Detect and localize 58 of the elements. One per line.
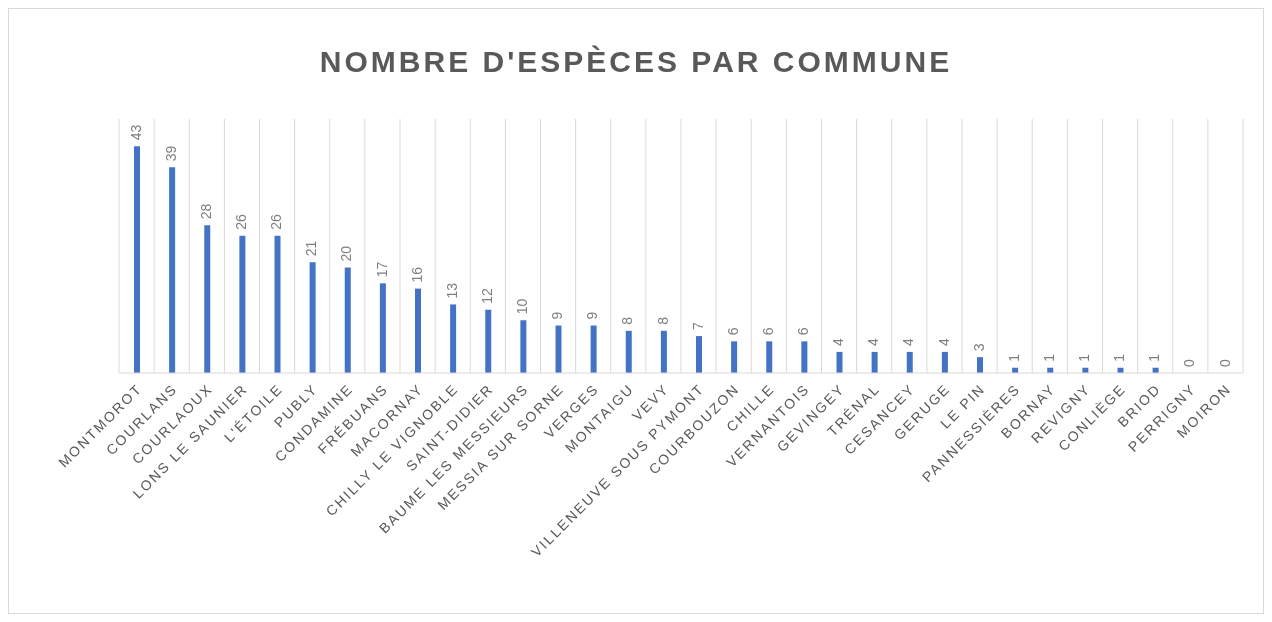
bar: [169, 167, 176, 373]
data-label: 9: [549, 311, 566, 320]
bar: [415, 288, 421, 373]
bar: [625, 330, 632, 373]
bar: [485, 309, 492, 373]
bar: [941, 351, 948, 373]
data-label: 28: [197, 203, 214, 220]
data-label: 9: [584, 311, 601, 320]
data-label: 1: [1005, 353, 1022, 362]
data-label: 13: [443, 282, 460, 299]
bar: [520, 320, 527, 373]
data-label: 4: [830, 337, 847, 346]
data-label: 4: [865, 337, 882, 346]
bar: [836, 351, 843, 373]
bar: [766, 341, 773, 373]
data-label: 21: [303, 240, 320, 257]
bar: [239, 235, 246, 373]
data-label: 8: [619, 316, 636, 325]
data-label: 1: [1111, 353, 1128, 362]
data-label: 39: [162, 145, 179, 162]
data-label: 1: [1076, 353, 1093, 362]
data-label: 4: [935, 337, 952, 346]
data-label: 4: [900, 337, 917, 346]
bar: [379, 283, 386, 373]
bar: [274, 235, 281, 373]
data-label: 7: [689, 322, 706, 331]
data-label: 1: [1040, 353, 1057, 362]
bar: [204, 225, 211, 373]
data-label: 6: [795, 327, 812, 336]
data-label: 26: [233, 214, 250, 230]
bar: [696, 336, 702, 373]
bar: [871, 351, 878, 373]
bar: [977, 357, 983, 373]
bar: [660, 330, 667, 373]
bar: [450, 304, 457, 373]
data-label: 8: [654, 316, 671, 325]
data-label: 16: [408, 266, 425, 283]
data-label: 3: [970, 343, 987, 352]
bar: [555, 325, 562, 373]
data-label: 12: [478, 287, 495, 304]
data-label: 26: [268, 214, 285, 230]
data-label: 0: [1181, 358, 1198, 367]
data-label: 20: [338, 245, 355, 262]
data-label: 10: [514, 298, 531, 315]
bar: [731, 341, 738, 373]
bar: [590, 325, 597, 373]
bar: [801, 341, 808, 373]
bar: [906, 351, 913, 373]
bar: [134, 146, 140, 373]
data-label: 17: [373, 261, 390, 278]
bar: [309, 262, 316, 373]
data-label: 1: [1146, 353, 1163, 362]
data-label: 6: [759, 327, 776, 336]
data-label: 6: [724, 327, 741, 336]
data-label: 43: [127, 124, 144, 141]
bar: [344, 267, 351, 373]
chart-title: NOMBRE D'ESPÈCES PAR COMMUNE: [318, 44, 954, 80]
data-label: 0: [1216, 358, 1233, 367]
